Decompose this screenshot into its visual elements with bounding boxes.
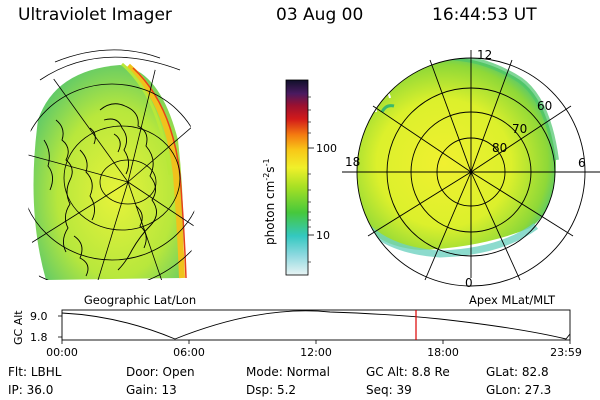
magnetic-panel-caption: Apex MLat/MLT [469,293,556,307]
colorbar: 100 10 [285,79,337,276]
info-dsp: Dsp: 5.2 [246,383,297,397]
geographic-panel-caption: Geographic Lat/Lon [84,293,196,307]
colorbar-tick-10: 10 [316,229,330,242]
mlat-label-70: 70 [512,122,527,136]
auroral-emission-polar [357,58,556,250]
altitude-curve [61,310,571,340]
altitude-ylabel: GC Alt [12,310,25,345]
mlt-spokes [342,50,600,281]
altitude-ytick-9: 9.0 [30,310,48,323]
auroral-emission-region [33,65,184,280]
info-glat: GLat: 82.8 [486,365,549,379]
info-gc-alt: GC Alt: 8.8 Re [366,365,450,379]
time-label: 16:44:53 UT [432,5,537,25]
info-ip: IP: 36.0 [8,383,54,397]
altitude-xtick-1200: 12:00 [300,346,332,359]
mlt-label-18: 18 [345,155,360,169]
info-mode: Mode: Normal [246,365,330,379]
longitude-grid [27,58,195,280]
altitude-xtick-0000: 00:00 [46,346,78,359]
mlat-label-80: 80 [492,141,507,155]
info-gain: Gain: 13 [126,383,177,397]
coastlines [43,103,157,277]
mlat-label-60: 60 [537,99,552,113]
info-seq: Seq: 39 [366,383,412,397]
mlt-label-6: 6 [578,156,586,170]
latitude-grid [27,58,195,280]
info-flt: Flt: LBHL [8,365,62,379]
colorbar-unit-label: photon cm-2s-1 [262,158,277,245]
altitude-plot-frame [61,309,571,341]
magnetic-polar-panel: 12 18 6 0 60 70 80 [342,48,600,290]
info-door: Door: Open [126,365,195,379]
altitude-xtick-2359: 23:59 [550,346,582,359]
info-glon: GLon: 27.3 [486,383,552,397]
altitude-plot: 9.0 1.8 00:00 06:00 12:00 18:00 23:59 GC… [12,309,582,359]
colorbar-scale [285,79,309,276]
auroral-oval-arc [126,63,185,279]
colorbar-tick-100: 100 [316,142,337,155]
outer-latitude-arcs [39,49,181,81]
date-label: 03 Aug 00 [276,5,364,25]
altitude-ytick-1-8: 1.8 [30,331,48,344]
altitude-xtick-1800: 18:00 [427,346,459,359]
altitude-xtick-0600: 06:00 [173,346,205,359]
geographic-map-panel [27,49,195,280]
instrument-title: Ultraviolet Imager [18,5,172,25]
mlt-label-0: 0 [465,276,473,290]
mlt-label-12: 12 [477,48,492,62]
